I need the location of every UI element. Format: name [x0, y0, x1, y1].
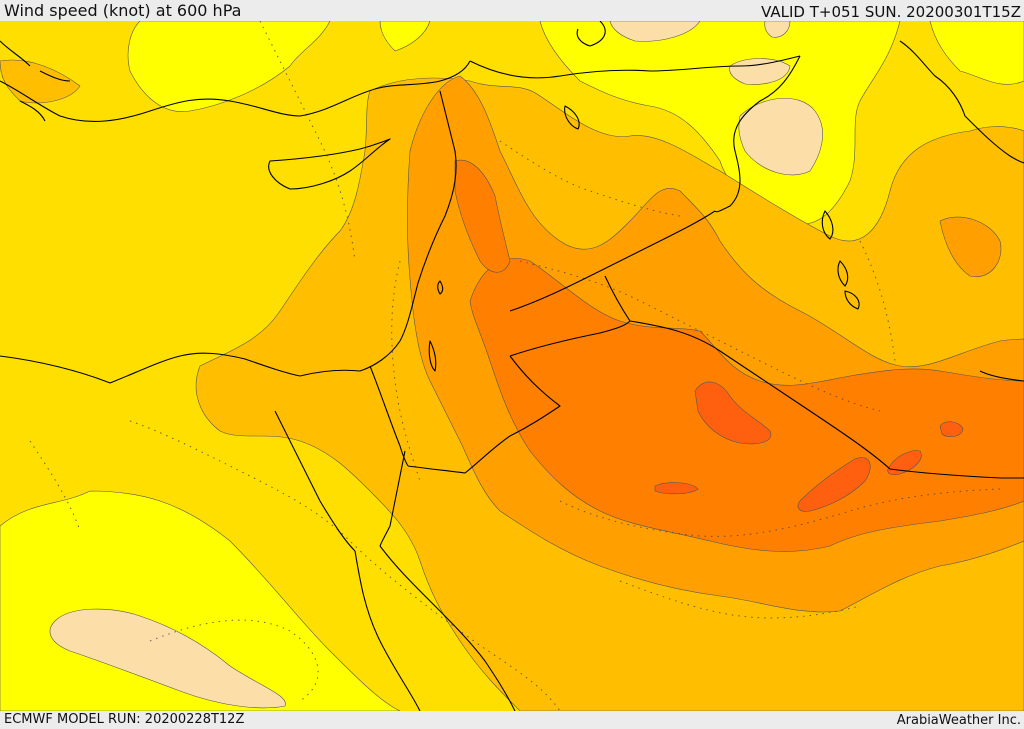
- red-orange-region-small: [654, 482, 699, 495]
- van-lake: [564, 105, 580, 130]
- dotted-contour-7: [149, 619, 319, 702]
- gulf-aqaba: [379, 450, 406, 547]
- turkey-south-coast: [0, 60, 471, 122]
- red-orange-regions: [654, 381, 964, 512]
- wind-speed-map[interactable]: [0, 21, 1024, 711]
- iraq-saudi-border: [629, 320, 1024, 479]
- dotted-contour-8: [619, 580, 861, 619]
- map-title: Wind speed (knot) at 600 hPa: [4, 1, 242, 20]
- cyprus-island: [268, 138, 391, 190]
- dotted-contour-10: [29, 440, 81, 532]
- coastlines-borders: [0, 21, 1024, 711]
- red-orange-region-east: [797, 457, 871, 512]
- red-sea-east-coast: [379, 545, 516, 711]
- jordan-saudi-border: [407, 355, 561, 474]
- pale-region-northeast: [738, 98, 823, 176]
- yellow-region-north: [379, 21, 431, 52]
- pale-region-egypt-libya: [49, 608, 286, 709]
- pale-region-north: [729, 58, 791, 85]
- red-orange-region-center: [694, 381, 772, 445]
- header-bar: Wind speed (knot) at 600 hPa VALID T+051…: [0, 0, 1024, 21]
- model-run: ECMWF MODEL RUN: 20200228T12Z: [4, 712, 245, 727]
- iraq-lakes: [837, 260, 860, 310]
- dotted-contours: [29, 21, 1001, 711]
- eastern-anatolia-coast: [899, 40, 1024, 164]
- pale-regions: [49, 21, 823, 709]
- iran-iraq-border: [714, 55, 801, 213]
- red-orange-region-far-east: [887, 450, 922, 476]
- dark-orange-region-main: [469, 258, 1024, 552]
- yellow-region-northeast: [929, 21, 1024, 85]
- caspian-coast: [576, 21, 606, 47]
- jordan-iraq-border: [509, 275, 631, 357]
- persian-gulf-coast: [979, 370, 1024, 382]
- credit-text: ArabiaWeather Inc.: [896, 713, 1021, 728]
- syria-iraq-border: [509, 210, 716, 312]
- aegean-islands: [0, 40, 71, 122]
- egypt-north-coast: [0, 352, 361, 384]
- red-sea-west-coast: [354, 550, 421, 711]
- sinai-gulf-suez: [274, 410, 356, 552]
- dark-orange-region-north: [454, 159, 511, 273]
- dark-orange-regions: [454, 159, 1024, 552]
- red-orange-region-dot: [939, 421, 964, 438]
- orange-region-far-east: [939, 216, 1002, 278]
- valid-time: VALID T+051 SUN. 20200301T15Z: [761, 3, 1021, 21]
- footer-bar: ECMWF MODEL RUN: 20200228T12Z ArabiaWeat…: [0, 711, 1024, 729]
- sea-of-galilee: [437, 280, 444, 295]
- lake-urmia: [821, 210, 834, 240]
- pale-region-top: [609, 21, 701, 42]
- turkey-syria-border: [469, 55, 801, 79]
- yellow-region-northwest: [127, 21, 331, 112]
- levant-coast: [359, 90, 457, 372]
- dead-sea: [428, 340, 437, 372]
- egypt-israel-border: [369, 365, 409, 467]
- pale-region-top-small: [764, 21, 791, 38]
